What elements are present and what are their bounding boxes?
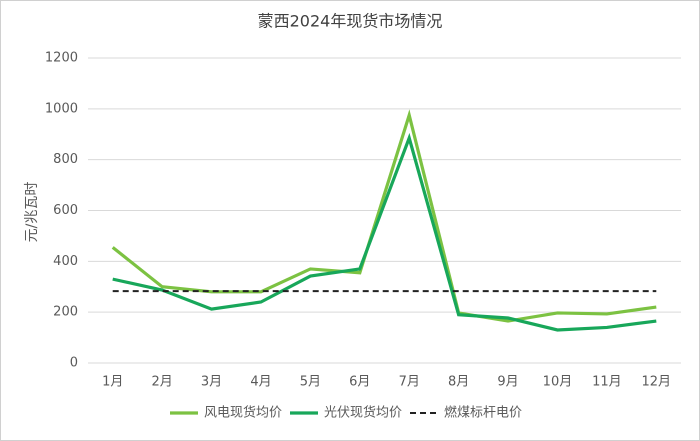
y-tick-label: 400 <box>53 254 78 269</box>
y-tick-label: 800 <box>53 152 78 167</box>
legend-label: 燃煤标杆电价 <box>444 405 522 421</box>
y-axis-label: 元/兆瓦时 <box>24 182 40 243</box>
y-tick-label: 1000 <box>45 101 78 116</box>
y-tick-label: 600 <box>53 203 78 218</box>
x-tick-label: 3月 <box>201 375 222 390</box>
chart-title: 蒙西2024年现货市场情况 <box>258 12 443 31</box>
x-tick-label: 2月 <box>151 375 172 390</box>
x-tick-label: 8月 <box>448 375 469 390</box>
x-tick-label: 5月 <box>300 375 321 390</box>
x-tick-label: 4月 <box>250 375 271 390</box>
y-tick-label: 1200 <box>45 51 78 66</box>
legend-label: 风电现货均价 <box>204 405 282 421</box>
x-tick-label: 7月 <box>399 375 420 390</box>
x-tick-label: 11月 <box>592 375 622 390</box>
x-tick-label: 12月 <box>642 375 672 390</box>
y-tick-label: 0 <box>70 356 78 371</box>
legend-label: 光伏现货均价 <box>324 405 402 421</box>
x-tick-label: 6月 <box>349 375 370 390</box>
x-tick-label: 9月 <box>497 375 518 390</box>
x-tick-label: 10月 <box>543 375 573 390</box>
y-tick-label: 200 <box>53 305 78 320</box>
x-tick-label: 1月 <box>102 375 123 390</box>
series-line <box>112 132 657 332</box>
